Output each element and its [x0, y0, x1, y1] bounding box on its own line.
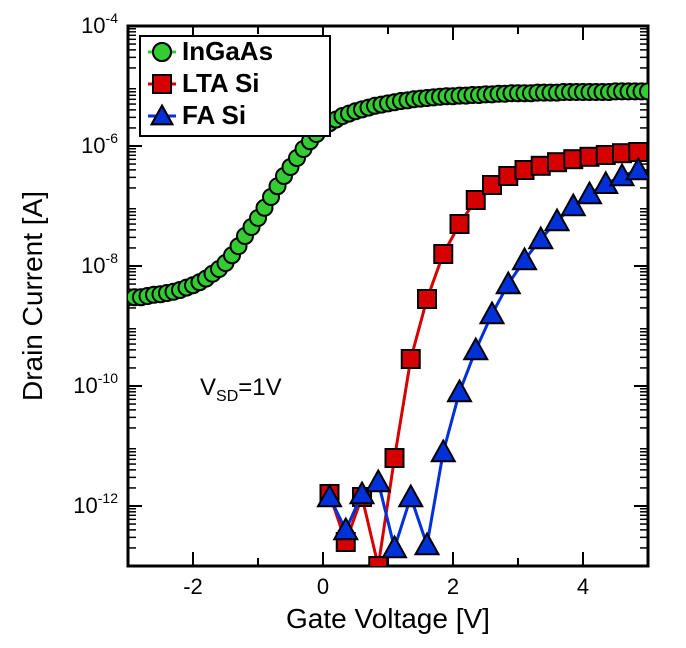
legend-label: FA Si — [182, 100, 246, 130]
legend-label: InGaAs — [182, 36, 273, 66]
x-tick-label: 2 — [447, 574, 459, 599]
legend-label: LTA Si — [182, 68, 260, 98]
x-tick-label: 0 — [317, 574, 329, 599]
x-tick-label: -2 — [183, 574, 203, 599]
y-axis-label: Drain Current [A] — [17, 191, 48, 401]
transfer-curve-chart: -202410-1210-1010-810-610-4Gate Voltage … — [0, 0, 686, 648]
x-axis-label: Gate Voltage [V] — [286, 603, 490, 634]
x-tick-label: 4 — [577, 574, 589, 599]
annotation-vsd: VSD=1V — [200, 374, 282, 405]
